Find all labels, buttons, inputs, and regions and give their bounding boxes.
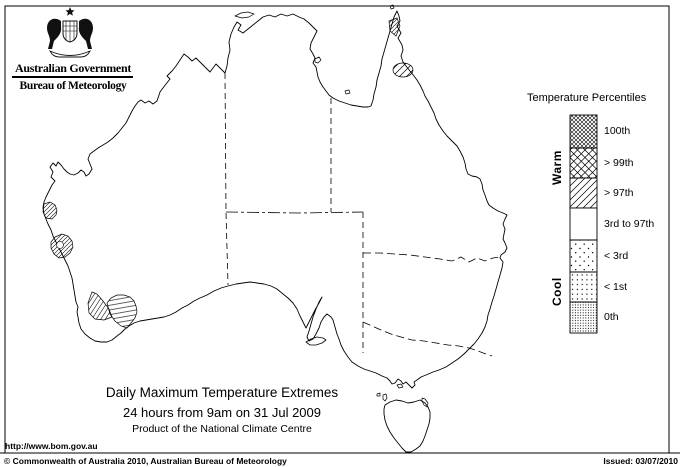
- legend-label-lt1st: < 1st: [604, 281, 628, 293]
- map-subtitle-product: Product of the National Climate Centre: [132, 423, 312, 435]
- header-divider: [12, 76, 133, 78]
- region-sw-blob: [106, 294, 138, 329]
- phillip-island: [396, 383, 404, 389]
- bureau-title: Bureau of Meteorology: [19, 80, 127, 92]
- legend-label-gt99th: > 99th: [604, 157, 634, 169]
- footer-url: http://www.bom.gov.au: [5, 441, 98, 451]
- king-island: [382, 393, 388, 402]
- legend-cool-label: Cool: [550, 277, 564, 306]
- state-borders: [224, 72, 501, 357]
- footer-copyright: © Commonwealth of Australia 2010, Austra…: [4, 456, 287, 466]
- nsw-vic-border: [362, 321, 493, 357]
- map-subtitle-period: 24 hours from 9am on 31 Jul 2009: [122, 405, 321, 420]
- region-east-coast-warm: [392, 62, 414, 78]
- crest-star: [65, 7, 75, 16]
- legend-title: Temperature Percentiles: [527, 92, 647, 104]
- government-title: Australian Government: [14, 61, 132, 75]
- legend-swatch-100th: [569, 114, 598, 149]
- kangaroo-island: [305, 336, 327, 346]
- page-frame: [0, 5, 680, 454]
- legend-swatch-3rd-97th: [569, 207, 598, 241]
- legend-swatch-0th: [569, 301, 598, 334]
- melville-island: [234, 11, 255, 19]
- legend-label-0th: 0th: [604, 311, 619, 323]
- crest-scroll: [49, 50, 91, 58]
- mainland-outline: [42, 10, 508, 389]
- legend-label-3rd-97th: 3rd to 97th: [604, 218, 655, 230]
- legend-swatch-gt99th: [569, 147, 598, 179]
- region-west-coast-a: [42, 201, 58, 220]
- region-west-coast-b-core: [56, 241, 64, 249]
- legend-label-100th: 100th: [604, 125, 631, 137]
- legend-warm-label: Warm: [550, 150, 564, 185]
- legend-swatch-lt3rd: [569, 239, 598, 273]
- wa-border: [224, 72, 229, 286]
- nt-sa-border: [225, 211, 364, 214]
- region-sw-triangle: [87, 291, 113, 321]
- coat-of-arms: [47, 7, 93, 58]
- cape-york-islet: [389, 4, 395, 10]
- region-cape-york-warm: [388, 17, 401, 37]
- tasmania-outline: [383, 399, 431, 453]
- coastline: [42, 4, 508, 453]
- legend-swatch-gt97th: [569, 177, 598, 209]
- footer-issued-date: Issued: 03/07/2010: [603, 456, 678, 466]
- crest-emu: [78, 18, 93, 49]
- mornington-island: [344, 89, 351, 95]
- groote-eylandt: [314, 56, 322, 64]
- extreme-regions: [42, 17, 414, 329]
- legend-label-lt3rd: < 3rd: [604, 250, 629, 262]
- crest-kangaroo: [47, 18, 62, 49]
- legend-swatch-lt1st: [569, 271, 598, 303]
- map-title: Daily Maximum Temperature Extremes: [105, 385, 339, 400]
- legend-label-gt97th: > 97th: [604, 187, 634, 199]
- legend-swatches: [569, 114, 598, 334]
- qld-nsw-border: [363, 252, 501, 263]
- bass-islet: [376, 392, 381, 397]
- flinders-island: [421, 397, 429, 408]
